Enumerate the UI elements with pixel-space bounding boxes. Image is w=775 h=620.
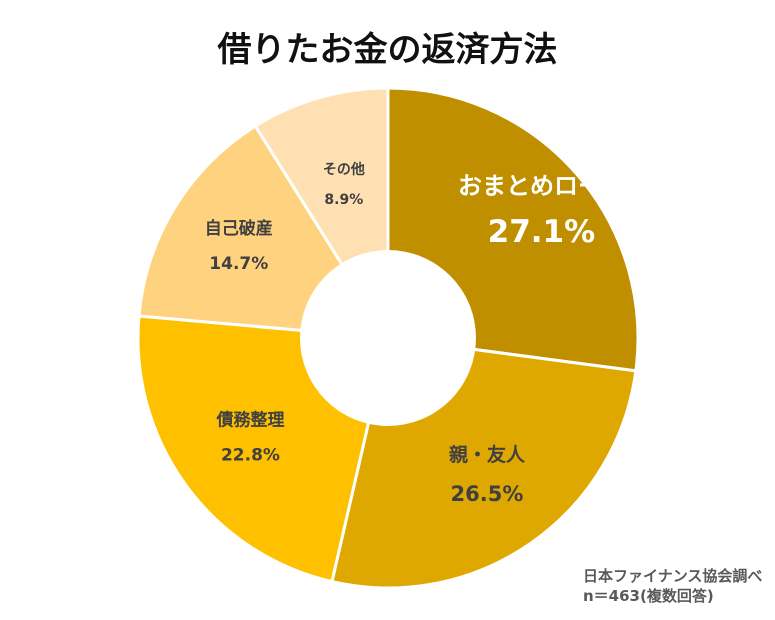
slice-label-1: おまとめローン <box>458 172 625 200</box>
donut-hole <box>300 250 476 426</box>
slice-label-2: 親・友人 <box>449 443 526 466</box>
slice-label-3: 債務整理 <box>215 409 284 430</box>
slice-value-4: 14.7% <box>209 254 268 274</box>
slice-value-1: 27.1% <box>488 214 596 250</box>
slice-value-3: 22.8% <box>221 445 280 465</box>
slice-value-5: 8.9% <box>324 192 363 208</box>
sample-size-note: n＝463(複数回答) <box>583 587 714 605</box>
slice-label-5: その他 <box>323 161 365 178</box>
chart-title: 借りたお金の返済方法 <box>217 30 558 70</box>
slice-label-4: 自己破産 <box>205 218 273 239</box>
source-note: 日本ファイナンス協会調べ <box>583 567 763 585</box>
slice-value-2: 26.5% <box>451 482 524 506</box>
